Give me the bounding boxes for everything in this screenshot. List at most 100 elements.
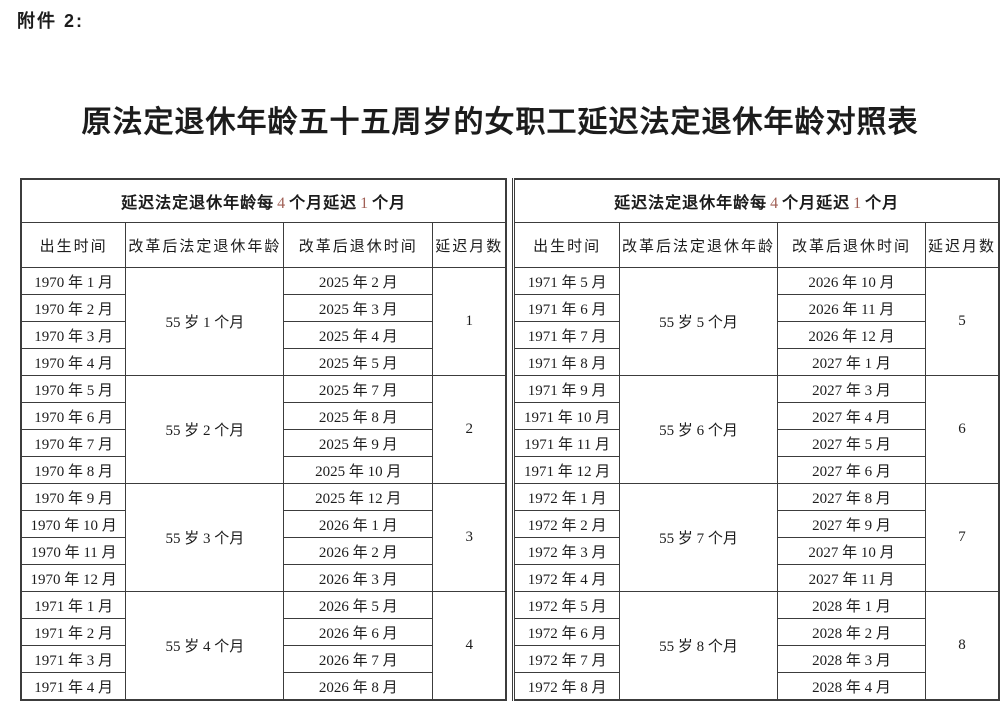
table-span-header: 延迟法定退休年龄每 4 个月延迟 1 个月 [513, 178, 1000, 223]
span-header-prefix: 延迟法定退休年龄每 [614, 195, 768, 212]
cell-birth-month: 1970 年 3 月 [20, 321, 127, 349]
cell-delay-months: 7 [924, 483, 1000, 592]
cell-birth-month: 1970 年 11 月 [20, 537, 127, 565]
interval-months-value: 4 [770, 195, 780, 212]
table-row: 1972 年 7 月 2028 年 3 月 [513, 645, 999, 673]
cell-new-retirement-age: 55 岁 5 个月 [618, 267, 779, 376]
cell-retirement-month: 2026 年 7 月 [283, 645, 434, 673]
table-row: 1971 年 10 月 2027 年 4 月 [513, 402, 999, 430]
cell-birth-month: 1970 年 10 月 [20, 510, 127, 538]
cell-retirement-month: 2027 年 1 月 [777, 348, 926, 376]
cell-retirement-month: 2025 年 12 月 [283, 483, 434, 511]
cell-retirement-month: 2028 年 4 月 [777, 672, 926, 701]
span-header-suffix: 个月 [865, 195, 900, 212]
span-header-mid: 个月延迟 [782, 195, 851, 212]
cell-delay-months: 1 [432, 267, 507, 376]
cell-new-retirement-age: 55 岁 4 个月 [125, 591, 285, 701]
col-header-new-retirement-time: 改革后退休时间 [283, 222, 434, 268]
cell-birth-month: 1972 年 5 月 [513, 591, 620, 619]
span-header-suffix: 个月 [372, 195, 407, 212]
cell-retirement-month: 2028 年 2 月 [777, 618, 926, 646]
table-row: 1972 年 8 月 2028 年 4 月 [513, 672, 999, 701]
col-header-birth-time: 出生时间 [513, 222, 620, 268]
col-header-new-retirement-age: 改革后法定退休年龄 [618, 222, 779, 268]
cell-delay-months: 4 [432, 591, 507, 701]
cell-retirement-month: 2027 年 10 月 [777, 537, 926, 565]
cell-birth-month: 1970 年 6 月 [20, 402, 127, 430]
table-row: 1970 年 10 月 2026 年 1 月 [20, 510, 506, 538]
cell-birth-month: 1970 年 2 月 [20, 294, 127, 322]
cell-retirement-month: 2025 年 2 月 [283, 267, 434, 295]
table-row: 1970 年 11 月 2026 年 2 月 [20, 537, 506, 565]
table-body-right: 1971 年 5 月 55 岁 5 个月 2026 年 10 月 5 1971 年 6 … [513, 267, 1000, 701]
col-header-delay-months: 延迟月数 [924, 222, 1000, 268]
table-row: 1970 年 2 月 2025 年 3 月 [20, 294, 506, 322]
table-row: 1970 年 3 月 2025 年 4 月 [20, 321, 506, 349]
cell-birth-month: 1971 年 7 月 [513, 321, 620, 349]
column-header-row: 出生时间 改革后法定退休年龄 改革后退休时间 延迟月数 [20, 222, 507, 268]
cell-retirement-month: 2026 年 6 月 [283, 618, 434, 646]
cell-retirement-month: 2026 年 8 月 [283, 672, 434, 701]
retirement-table-right: 延迟法定退休年龄每 4 个月延迟 1 个月 出生时间 改革后法定退休年龄 改革后退休时间… [512, 178, 1000, 701]
cell-retirement-month: 2026 年 2 月 [283, 537, 434, 565]
cell-retirement-month: 2025 年 5 月 [283, 348, 434, 376]
cell-retirement-month: 2027 年 9 月 [777, 510, 926, 538]
cell-retirement-month: 2026 年 12 月 [777, 321, 926, 349]
cell-birth-month: 1970 年 1 月 [20, 267, 127, 295]
cell-birth-month: 1972 年 3 月 [513, 537, 620, 565]
cell-retirement-month: 2025 年 7 月 [283, 375, 434, 403]
retirement-table-left: 延迟法定退休年龄每 4 个月延迟 1 个月 出生时间 改革后法定退休年龄 改革后退休时间… [20, 178, 508, 701]
cell-delay-months: 5 [924, 267, 1000, 376]
cell-birth-month: 1971 年 12 月 [513, 456, 620, 484]
col-header-new-retirement-time: 改革后退休时间 [777, 222, 926, 268]
cell-retirement-month: 2027 年 11 月 [777, 564, 926, 592]
table-row: 1972 年 3 月 2027 年 10 月 [513, 537, 999, 565]
cell-birth-month: 1972 年 1 月 [513, 483, 620, 511]
cell-delay-months: 3 [432, 483, 507, 592]
cell-retirement-month: 2027 年 5 月 [777, 429, 926, 457]
column-header-row: 出生时间 改革后法定退休年龄 改革后退休时间 延迟月数 [513, 222, 1000, 268]
cell-retirement-month: 2028 年 1 月 [777, 591, 926, 619]
table-row: 1970 年 7 月 2025 年 9 月 [20, 429, 506, 457]
cell-birth-month: 1971 年 4 月 [20, 672, 127, 701]
cell-retirement-month: 2026 年 10 月 [777, 267, 926, 295]
col-header-birth-time: 出生时间 [20, 222, 127, 268]
cell-birth-month: 1971 年 2 月 [20, 618, 127, 646]
cell-retirement-month: 2027 年 6 月 [777, 456, 926, 484]
delay-months-value: 1 [853, 195, 863, 212]
cell-birth-month: 1971 年 9 月 [513, 375, 620, 403]
cell-retirement-month: 2027 年 8 月 [777, 483, 926, 511]
cell-birth-month: 1972 年 6 月 [513, 618, 620, 646]
cell-birth-month: 1971 年 5 月 [513, 267, 620, 295]
cell-birth-month: 1970 年 4 月 [20, 348, 127, 376]
cell-birth-month: 1970 年 9 月 [20, 483, 127, 511]
col-header-delay-months: 延迟月数 [432, 222, 507, 268]
cell-new-retirement-age: 55 岁 2 个月 [125, 375, 285, 484]
cell-birth-month: 1972 年 2 月 [513, 510, 620, 538]
cell-new-retirement-age: 55 岁 8 个月 [618, 591, 779, 701]
table-row: 1971 年 7 月 2026 年 12 月 [513, 321, 999, 349]
tables-container: 延迟法定退休年龄每 4 个月延迟 1 个月 出生时间 改革后法定退休年龄 改革后退休时间… [20, 178, 1000, 701]
page-title: 原法定退休年龄五十五周岁的女职工延迟法定退休年龄对照表 [81, 106, 919, 139]
cell-retirement-month: 2025 年 9 月 [283, 429, 434, 457]
delay-months-value: 1 [360, 195, 370, 212]
table-row: 1971 年 3 月 2026 年 7 月 [20, 645, 506, 673]
table-span-header-row: 延迟法定退休年龄每 4 个月延迟 1 个月 [20, 178, 507, 223]
cell-new-retirement-age: 55 岁 6 个月 [618, 375, 779, 484]
table-row: 1971 年 6 月 2026 年 11 月 [513, 294, 999, 322]
cell-retirement-month: 2025 年 3 月 [283, 294, 434, 322]
cell-delay-months: 6 [924, 375, 1000, 484]
table-row: 1971 年 2 月 2026 年 6 月 [20, 618, 506, 646]
table-span-header: 延迟法定退休年龄每 4 个月延迟 1 个月 [20, 178, 507, 223]
cell-delay-months: 2 [432, 375, 507, 484]
span-header-prefix: 延迟法定退休年龄每 [121, 195, 275, 212]
table-row: 1972 年 6 月 2028 年 2 月 [513, 618, 999, 646]
